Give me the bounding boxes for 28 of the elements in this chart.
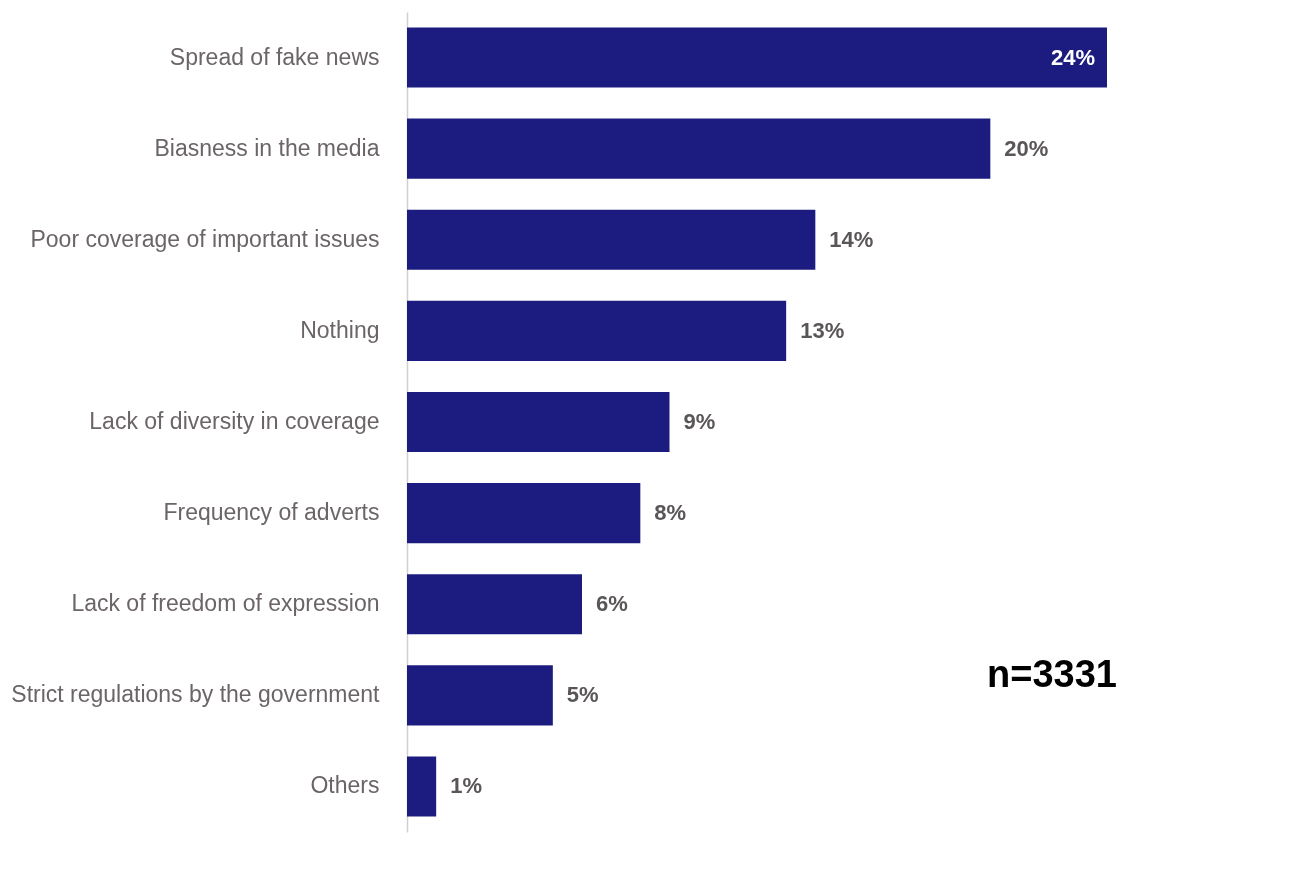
bar	[407, 27, 1107, 88]
y-tick-label: Spread of fake news	[169, 43, 380, 70]
data-label: 5%	[566, 682, 599, 708]
bar	[407, 756, 437, 817]
data-label: 24%	[1050, 44, 1095, 70]
y-tick-label: Poor coverage of important issues	[30, 225, 380, 252]
data-label: 8%	[654, 500, 687, 526]
bar	[407, 300, 787, 361]
data-label: 20%	[1004, 135, 1049, 161]
data-label: 6%	[596, 591, 628, 617]
y-tick-label: Lack of freedom of expression	[71, 590, 380, 617]
data-label: 13%	[800, 317, 845, 343]
y-tick-label: Strict regulations by the government	[11, 681, 381, 708]
bar	[407, 118, 991, 179]
data-label: 14%	[829, 226, 874, 252]
y-tick-label: Biasness in the media	[154, 134, 380, 161]
y-tick-label: Lack of diversity in coverage	[89, 408, 380, 434]
bar	[407, 391, 670, 453]
bar	[407, 574, 582, 635]
bar	[407, 665, 553, 726]
data-label: 1%	[450, 773, 482, 799]
y-tick-label: Frequency of adverts	[163, 499, 380, 526]
y-tick-label: Others	[310, 772, 380, 799]
annotation: n=3331	[987, 653, 1117, 696]
y-tick-label: Nothing	[300, 316, 380, 343]
data-label: 9%	[683, 409, 716, 434]
bar	[407, 483, 641, 544]
bar	[407, 209, 816, 270]
